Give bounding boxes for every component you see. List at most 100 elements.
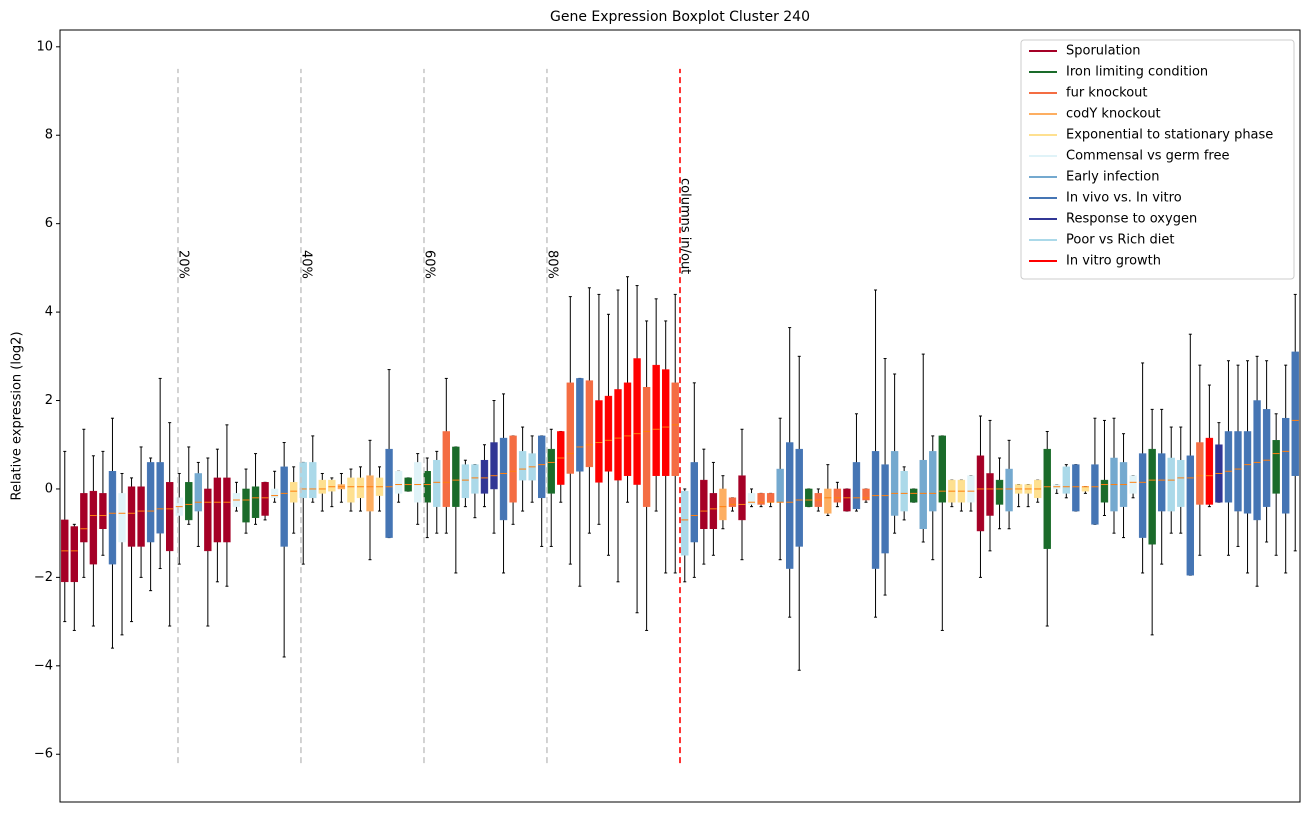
box xyxy=(538,435,546,499)
box xyxy=(146,462,155,543)
box xyxy=(156,462,164,534)
box xyxy=(633,358,641,485)
box xyxy=(1091,464,1099,525)
box xyxy=(738,475,746,521)
box xyxy=(681,490,689,556)
box xyxy=(127,486,136,547)
box xyxy=(852,462,861,510)
box xyxy=(223,477,231,543)
box xyxy=(356,477,365,499)
box xyxy=(776,468,784,503)
marker-label: 80% xyxy=(544,250,559,279)
box xyxy=(452,446,460,507)
box xyxy=(652,364,660,476)
marker-label: 20% xyxy=(175,250,190,279)
y-tick-label: 10 xyxy=(36,39,53,54)
box xyxy=(242,488,250,523)
box xyxy=(251,486,260,518)
box xyxy=(900,471,908,512)
box xyxy=(194,473,202,512)
marker-label: columns in/out xyxy=(678,178,693,274)
box xyxy=(1072,464,1080,512)
box xyxy=(414,462,422,503)
box xyxy=(1081,486,1090,492)
box xyxy=(795,448,803,547)
y-axis-label: Relative expression (log2) xyxy=(10,331,25,500)
box xyxy=(995,479,1004,505)
box xyxy=(347,477,355,503)
box xyxy=(766,493,775,503)
box xyxy=(490,442,498,490)
box xyxy=(929,451,937,512)
box xyxy=(394,471,403,494)
box xyxy=(70,526,78,583)
box xyxy=(976,455,985,532)
box xyxy=(509,435,517,503)
box xyxy=(499,437,508,521)
box xyxy=(1043,448,1051,549)
box xyxy=(299,462,307,499)
box xyxy=(604,395,613,472)
box xyxy=(862,488,870,501)
box xyxy=(80,493,88,543)
box xyxy=(671,382,679,476)
box xyxy=(719,488,727,521)
box xyxy=(1158,453,1166,512)
box xyxy=(890,451,899,516)
box xyxy=(1262,409,1271,507)
box xyxy=(99,493,107,529)
box xyxy=(280,466,288,547)
box xyxy=(986,473,994,516)
box xyxy=(1205,437,1214,505)
box xyxy=(366,475,374,512)
box xyxy=(757,493,765,505)
box xyxy=(1234,431,1242,512)
legend-label: In vivo vs. In vitro xyxy=(1066,191,1182,206)
box xyxy=(1253,400,1261,521)
box xyxy=(471,464,479,494)
legend-label: Iron limiting condition xyxy=(1066,65,1208,80)
box xyxy=(585,380,594,468)
box xyxy=(576,378,584,472)
box xyxy=(871,451,880,569)
y-tick-label: 2 xyxy=(45,393,53,408)
y-tick-label: 4 xyxy=(45,305,53,320)
box xyxy=(213,477,222,543)
box xyxy=(137,486,145,547)
box xyxy=(1177,459,1185,507)
legend-label: fur knockout xyxy=(1066,86,1148,101)
box xyxy=(1243,431,1252,514)
box xyxy=(709,493,718,529)
box xyxy=(662,369,670,476)
box xyxy=(1100,479,1109,503)
box xyxy=(1196,442,1204,505)
box xyxy=(1148,448,1156,545)
box xyxy=(118,493,126,543)
box xyxy=(89,490,98,565)
box xyxy=(185,482,193,521)
box xyxy=(385,448,393,538)
box xyxy=(805,488,813,507)
y-tick-label: 6 xyxy=(45,216,53,231)
box xyxy=(442,431,450,507)
legend-box xyxy=(1020,39,1295,280)
legend-label: Poor vs Rich diet xyxy=(1066,233,1174,248)
y-tick-label: 8 xyxy=(45,128,53,143)
box xyxy=(595,400,603,483)
box xyxy=(270,488,279,499)
box xyxy=(204,488,212,552)
box xyxy=(328,479,336,492)
box xyxy=(642,387,651,507)
box xyxy=(461,464,470,499)
box xyxy=(747,493,756,505)
box xyxy=(833,488,842,503)
box xyxy=(566,382,574,474)
y-tick-label: 0 xyxy=(45,481,53,496)
y-tick-label: −6 xyxy=(34,747,53,762)
box xyxy=(938,435,946,503)
box xyxy=(824,488,832,514)
box xyxy=(1138,453,1147,538)
box xyxy=(786,442,794,569)
box xyxy=(910,488,918,503)
chart-title: Gene Expression Boxplot Cluster 240 xyxy=(550,9,810,25)
